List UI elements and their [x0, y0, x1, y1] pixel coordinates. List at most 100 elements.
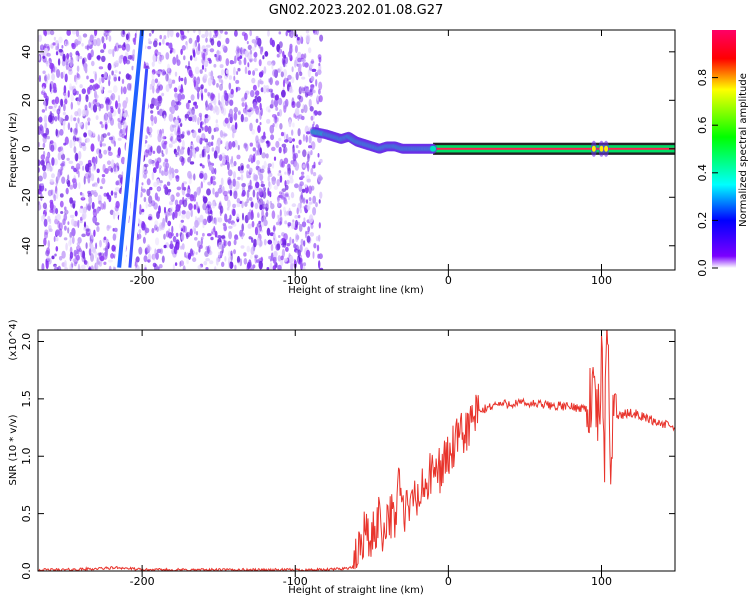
noise-speckle — [251, 220, 255, 228]
noise-speckle — [158, 264, 163, 269]
noise-speckle — [283, 257, 288, 262]
noise-speckle — [38, 159, 41, 167]
noise-speckle — [79, 141, 83, 149]
noise-speckle — [165, 84, 170, 92]
noise-speckle — [161, 92, 165, 97]
noise-speckle — [174, 209, 178, 219]
noise-speckle — [101, 174, 106, 178]
noise-speckle — [187, 30, 190, 34]
noise-speckle — [232, 223, 237, 227]
noise-speckle — [187, 156, 192, 163]
noise-speckle — [213, 226, 216, 233]
noise-speckle — [258, 71, 264, 78]
noise-speckle — [288, 175, 293, 179]
noise-speckle — [303, 240, 306, 247]
noise-speckle — [51, 73, 55, 81]
noise-speckle — [270, 243, 274, 252]
noise-speckle — [149, 103, 155, 109]
noise-speckle — [163, 244, 167, 249]
noise-speckle — [111, 244, 116, 252]
noise-speckle — [193, 204, 197, 210]
noise-speckle — [300, 238, 304, 246]
noise-speckle — [254, 95, 258, 100]
noise-speckle — [182, 225, 186, 233]
noise-speckle — [296, 36, 302, 45]
noise-speckle — [267, 175, 270, 182]
noise-speckle — [151, 253, 156, 260]
noise-speckle — [211, 218, 216, 224]
noise-speckle — [143, 61, 146, 70]
noise-speckle — [168, 232, 173, 239]
noise-speckle — [69, 59, 73, 67]
noise-speckle — [68, 69, 73, 75]
noise-speckle — [272, 224, 276, 233]
noise-speckle — [64, 206, 67, 211]
noise-speckle — [93, 229, 96, 237]
noise-speckle — [64, 114, 69, 121]
noise-speckle — [228, 141, 233, 150]
noise-speckle — [103, 192, 108, 197]
noise-speckle — [214, 266, 217, 270]
noise-speckle — [276, 53, 280, 58]
noise-speckle — [41, 109, 46, 113]
noise-speckle — [206, 188, 211, 196]
noise-speckle — [146, 188, 151, 197]
noise-speckle — [209, 30, 212, 39]
noise-speckle — [207, 201, 211, 206]
noise-speckle — [207, 125, 212, 135]
noise-speckle — [310, 115, 314, 121]
noise-speckle — [188, 37, 193, 44]
noise-speckle — [159, 248, 163, 255]
noise-speckle — [161, 128, 164, 134]
noise-speckle — [270, 99, 274, 108]
spectrogram-frame — [37, 29, 676, 271]
noise-speckle — [97, 261, 101, 265]
noise-speckle — [107, 145, 111, 154]
noise-speckle — [278, 109, 283, 117]
noise-speckle — [201, 92, 204, 101]
noise-speckle — [249, 49, 253, 55]
noise-speckle — [114, 45, 117, 52]
spectrogram-y-tick-label: 0 — [20, 145, 33, 152]
noise-speckle — [61, 45, 64, 49]
noise-speckle — [201, 126, 204, 131]
noise-speckle — [291, 76, 295, 84]
noise-speckle — [59, 193, 64, 198]
noise-speckle — [250, 90, 255, 98]
noise-speckle — [57, 58, 61, 66]
noise-speckle — [196, 135, 201, 143]
noise-speckle — [187, 100, 191, 104]
noise-speckle — [70, 93, 75, 102]
noise-speckle — [304, 88, 310, 93]
noise-speckle — [158, 84, 164, 91]
noise-speckle — [113, 76, 117, 82]
noise-speckle — [256, 109, 261, 116]
noise-speckle — [275, 140, 280, 148]
noise-speckle — [187, 252, 192, 260]
noise-speckle — [294, 183, 299, 189]
noise-speckle — [92, 70, 97, 75]
noise-speckle — [190, 110, 196, 119]
noise-speckle — [76, 40, 81, 45]
noise-speckle — [186, 259, 189, 265]
noise-speckle — [92, 39, 98, 47]
noise-speckle — [243, 57, 247, 66]
noise-speckle — [270, 203, 275, 210]
noise-speckle — [154, 224, 158, 231]
noise-speckle — [208, 59, 212, 64]
noise-speckle — [96, 207, 100, 214]
noise-speckle — [297, 249, 301, 257]
noise-speckle — [239, 162, 244, 171]
noise-speckle — [276, 243, 281, 251]
noise-speckle — [83, 62, 88, 72]
noise-speckle — [312, 172, 317, 177]
noise-speckle — [99, 239, 102, 248]
noise-speckle — [173, 245, 177, 255]
noise-speckle — [123, 57, 126, 65]
noise-speckle — [209, 48, 215, 53]
noise-speckle — [189, 55, 193, 61]
noise-speckle — [257, 166, 262, 176]
noise-speckle — [176, 54, 179, 63]
noise-speckle — [40, 159, 45, 166]
